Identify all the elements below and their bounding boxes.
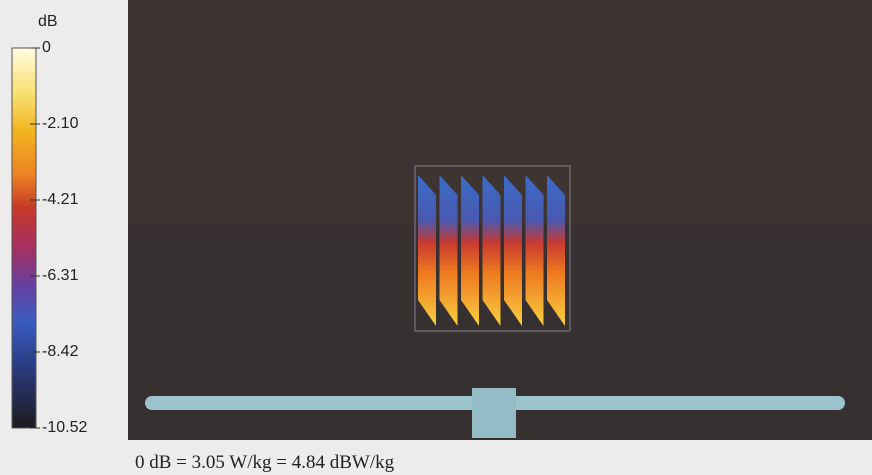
tick-label: -8.42	[42, 343, 79, 360]
sar-fin	[439, 175, 458, 326]
colorbar-ticks: 0 -2.10 -4.21 -6.31 -8.42 -10.52	[30, 39, 87, 436]
simulation-view	[128, 0, 872, 440]
sar-fin	[547, 175, 565, 326]
tick-label: -6.31	[42, 267, 79, 284]
sar-fin	[525, 175, 544, 326]
colorbar-scale	[11, 47, 37, 429]
tick-label: 0	[42, 39, 51, 56]
sar-fin	[504, 175, 522, 326]
tick-label: -2.10	[42, 115, 79, 132]
tick-label: -10.52	[42, 419, 87, 436]
colorbar-unit: dB	[38, 13, 58, 30]
sar-fin	[418, 175, 436, 326]
sar-fin	[482, 175, 501, 326]
colorbar: dB	[11, 13, 58, 429]
sar-fin	[461, 175, 479, 326]
caption: 0 dB = 3.05 W/kg = 4.84 dBW/kg	[135, 452, 395, 473]
tick-label: -4.21	[42, 191, 79, 208]
